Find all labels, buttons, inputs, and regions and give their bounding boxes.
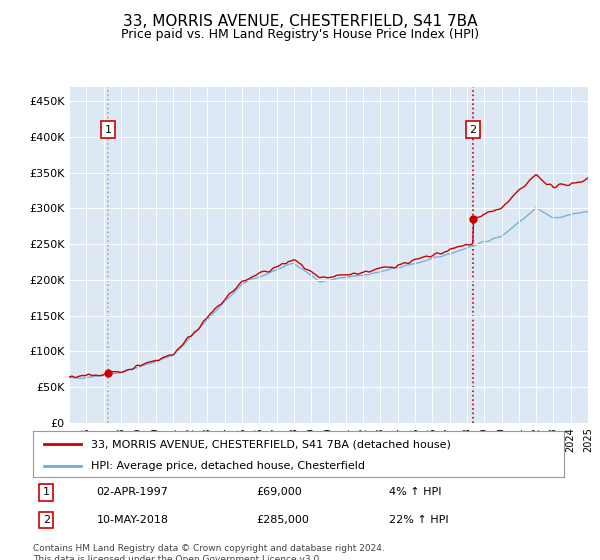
Text: Contains HM Land Registry data © Crown copyright and database right 2024.
This d: Contains HM Land Registry data © Crown c… [33,544,385,560]
Text: 2: 2 [43,515,50,525]
Text: 33, MORRIS AVENUE, CHESTERFIELD, S41 7BA (detached house): 33, MORRIS AVENUE, CHESTERFIELD, S41 7BA… [91,439,451,449]
Text: HPI: Average price, detached house, Chesterfield: HPI: Average price, detached house, Ches… [91,461,365,470]
Text: £285,000: £285,000 [256,515,309,525]
Text: 2: 2 [470,125,476,135]
Text: 33, MORRIS AVENUE, CHESTERFIELD, S41 7BA: 33, MORRIS AVENUE, CHESTERFIELD, S41 7BA [123,14,477,29]
Text: £69,000: £69,000 [256,487,302,497]
Text: 4% ↑ HPI: 4% ↑ HPI [389,487,441,497]
Text: Price paid vs. HM Land Registry's House Price Index (HPI): Price paid vs. HM Land Registry's House … [121,28,479,41]
Text: 1: 1 [43,487,50,497]
Text: 1: 1 [104,125,112,135]
Text: 02-APR-1997: 02-APR-1997 [97,487,169,497]
Text: 10-MAY-2018: 10-MAY-2018 [97,515,169,525]
Text: 22% ↑ HPI: 22% ↑ HPI [389,515,448,525]
